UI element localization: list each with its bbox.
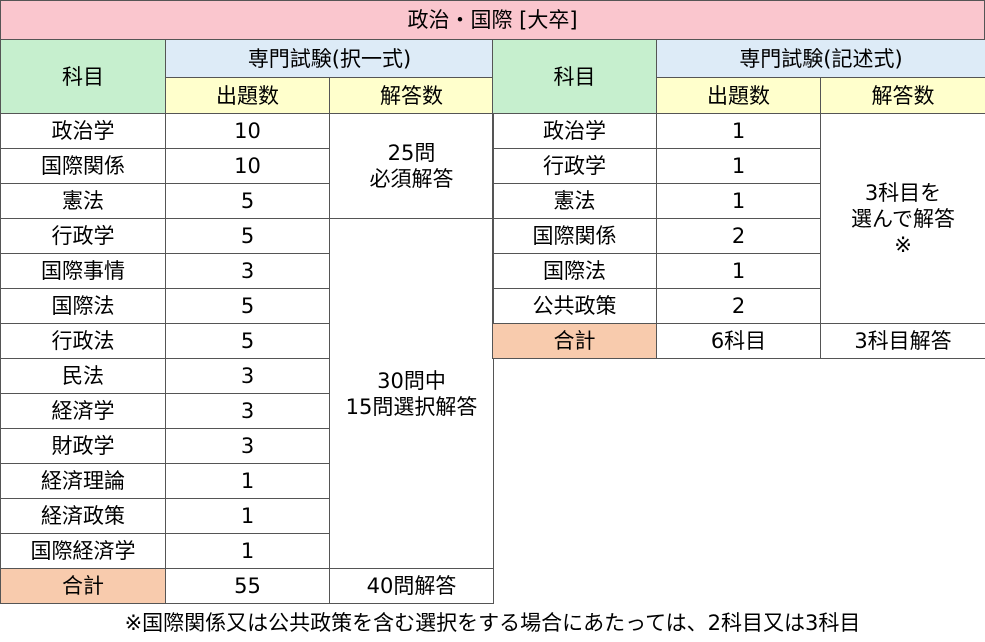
- left-table: 科目 専門試験(択一式) 出題数 解答数 政治学 10 25問 必須解答 国際関係 10 憲…: [0, 39, 495, 604]
- title: 政治・国際 [大卒]: [0, 0, 985, 40]
- count-cell: 3: [165, 253, 330, 289]
- subject-cell: 国際法: [0, 288, 166, 324]
- total-cell: 3科目解答: [819, 323, 985, 359]
- count-cell: 1: [656, 183, 821, 219]
- footnote: ※国際関係又は公共政策を含む選択をする場合にあたっては、2科目又は3科目: [124, 611, 861, 635]
- row: 経済学 3: [0, 393, 494, 429]
- header-row: 科目 専門試験(記述式): [492, 39, 985, 114]
- count-cell: 3: [165, 428, 330, 464]
- subject-cell: 政治学: [492, 113, 657, 149]
- subject-cell: 公共政策: [492, 288, 657, 324]
- answer-line: 15問選択解答: [345, 394, 478, 419]
- header-cell: 解答数: [819, 77, 985, 114]
- subject-cell: 民法: [0, 358, 166, 394]
- count-cell: 1: [656, 113, 821, 149]
- subject-cell: 行政学: [0, 218, 166, 254]
- answer-line: 3科目を: [864, 180, 942, 205]
- count-cell: 1: [165, 533, 330, 569]
- row: 行政学 5 30問中 15問選択解答: [0, 218, 495, 569]
- answer-cell: 30問中 15問選択解答: [328, 218, 495, 569]
- answer-line: 25問: [387, 141, 436, 165]
- count-cell: 3: [165, 393, 330, 429]
- header-cell: 専門試験(択一式): [164, 39, 495, 78]
- subject-cell: 経済理論: [0, 463, 166, 499]
- total-cell: 40問解答: [328, 568, 495, 604]
- count-cell: 1: [165, 463, 330, 499]
- row: 憲法 5: [0, 183, 494, 219]
- subject-cell: 経済政策: [0, 498, 166, 534]
- row: 民法 3: [0, 358, 494, 394]
- header-cell: 出題数: [165, 77, 330, 114]
- subject-cell: 経済学: [0, 393, 166, 429]
- subject-cell: 行政学: [492, 148, 657, 184]
- subject-cell: 国際経済学: [0, 533, 166, 569]
- header-cell: 専門試験(記述式): [655, 39, 985, 78]
- row: 政治学 10 25問 必須解答: [0, 113, 495, 219]
- total-cell: 55: [165, 568, 330, 604]
- count-cell: 1: [165, 498, 330, 534]
- subject-cell: 政治学: [0, 113, 166, 149]
- answer-cell: 25問 必須解答: [328, 113, 495, 219]
- subject-cell: 国際関係: [0, 148, 166, 184]
- row: 国際法 1: [492, 253, 985, 289]
- row: 憲法 1: [492, 183, 985, 219]
- count-cell: 2: [656, 288, 821, 324]
- count-cell: 2: [656, 218, 821, 254]
- subject-cell: 憲法: [492, 183, 657, 219]
- answer-line: 選んで解答: [851, 206, 955, 231]
- answer-line: ※: [894, 232, 912, 257]
- subject-cell: 行政法: [0, 323, 166, 359]
- count-cell: 10: [165, 148, 330, 184]
- right-table: 科目 専門試験(記述式) 出題数 解答数 政治学 1 3科目を 選んで解答 ※ 行政学 1 憲…: [492, 39, 985, 359]
- header-cell: 科目: [492, 39, 657, 114]
- row: 経済理論 1: [0, 463, 494, 499]
- subject-cell: 国際法: [492, 253, 657, 289]
- header-row: 出題数 解答数: [493, 77, 985, 114]
- header-row: 科目 専門試験(択一式): [0, 39, 495, 114]
- header-cell: 出題数: [656, 77, 821, 114]
- row: 国際事情 3: [0, 253, 494, 289]
- row: 公共政策 2: [492, 288, 985, 324]
- count-cell: 3: [165, 358, 330, 394]
- count-cell: 5: [165, 288, 330, 324]
- total-cell: 合計: [0, 568, 166, 604]
- row: 国際経済学 1: [0, 533, 494, 569]
- header-cell: 解答数: [328, 77, 495, 114]
- count-cell: 5: [165, 323, 330, 359]
- subject-cell: 国際事情: [0, 253, 166, 289]
- total-cell: 合計: [492, 323, 657, 359]
- total-row: 合計 55 40問解答: [0, 568, 495, 604]
- subject-cell: 国際関係: [492, 218, 657, 254]
- row: 政治学 1 3科目を 選んで解答 ※: [492, 113, 985, 324]
- count-cell: 1: [656, 148, 821, 184]
- total-row: 合計 6科目 3科目解答: [492, 323, 985, 359]
- header-row: 出題数 解答数: [1, 77, 495, 114]
- row: 経済政策 1: [0, 498, 494, 534]
- subject-cell: 憲法: [0, 183, 166, 219]
- count-cell: 5: [165, 183, 330, 219]
- count-cell: 1: [656, 253, 821, 289]
- count-cell: 5: [165, 218, 330, 254]
- header-cell: 科目: [0, 39, 166, 114]
- count-cell: 10: [165, 113, 330, 149]
- subject-cell: 財政学: [0, 428, 166, 464]
- answer-cell: 3科目を 選んで解答 ※: [819, 113, 985, 324]
- answer-line: 30問中: [377, 368, 446, 393]
- answer-line: 必須解答: [369, 167, 454, 191]
- total-cell: 6科目: [656, 323, 821, 359]
